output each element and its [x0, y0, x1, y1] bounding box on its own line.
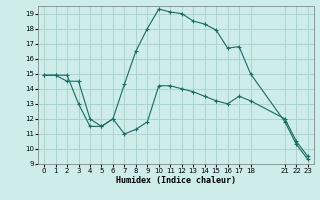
- X-axis label: Humidex (Indice chaleur): Humidex (Indice chaleur): [116, 176, 236, 185]
